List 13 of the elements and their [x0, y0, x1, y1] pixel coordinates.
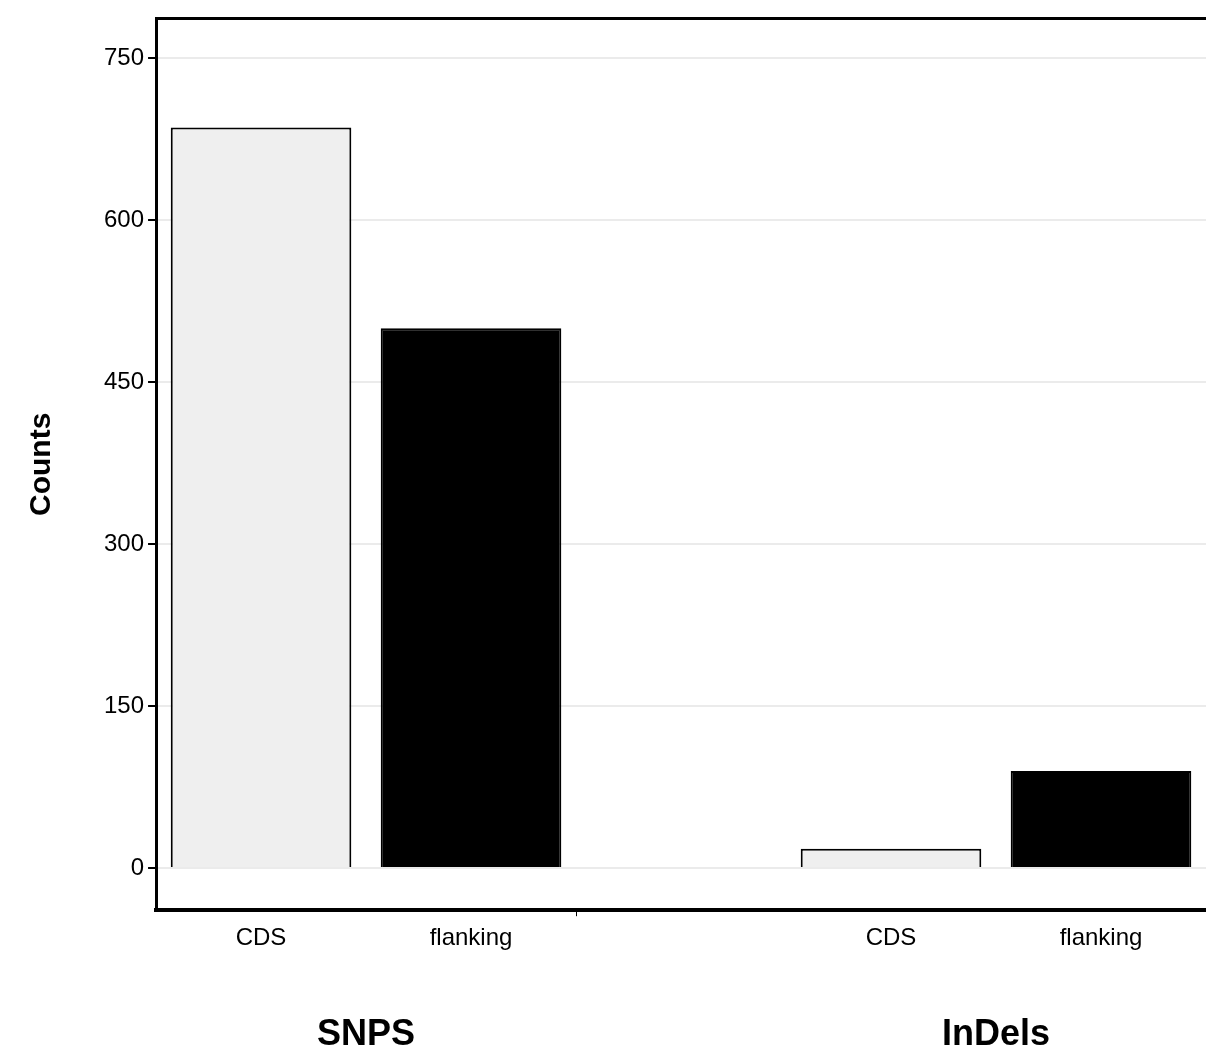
y-tick-label: 300 [104, 528, 145, 556]
y-tick-label: 0 [130, 852, 145, 880]
x-tick-label: flanking [429, 923, 513, 951]
y-tick-label: 750 [104, 42, 145, 70]
y-tick-label: 150 [104, 690, 145, 718]
y-axis-title: Counts [23, 412, 57, 516]
y-tick-label: 450 [104, 366, 145, 394]
y-tick-label: 600 [104, 204, 145, 232]
text: InDels [941, 1012, 1051, 1054]
x-tick-label: CDS [865, 923, 917, 951]
x-tick-label: flanking [1059, 923, 1143, 951]
x-tick-label: CDS [235, 923, 287, 951]
text: SNPS [317, 1012, 416, 1054]
